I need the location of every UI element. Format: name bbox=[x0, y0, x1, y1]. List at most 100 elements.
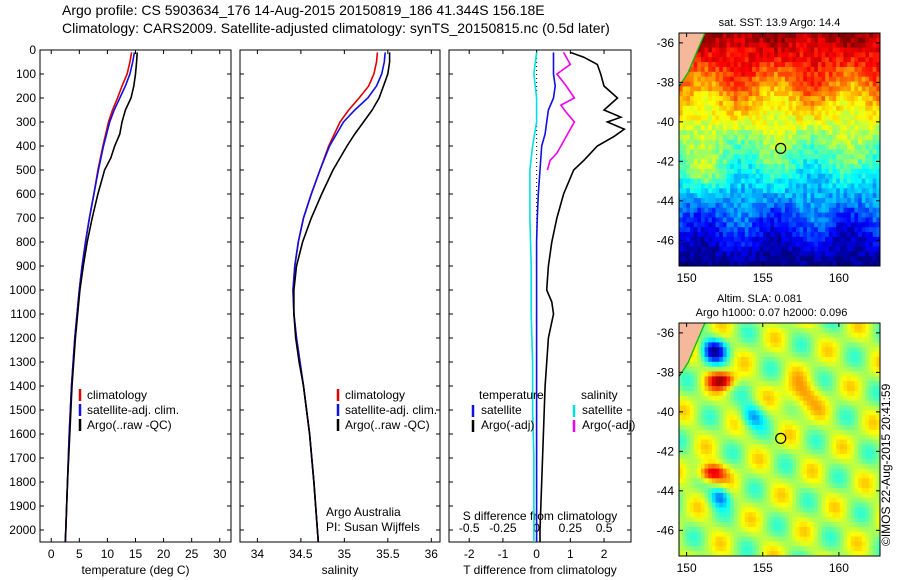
map-cell bbox=[843, 47, 848, 53]
map-cell bbox=[737, 91, 742, 97]
map-cell bbox=[704, 381, 709, 387]
map-cell bbox=[861, 42, 866, 48]
map-cell bbox=[686, 361, 691, 368]
map-cell bbox=[733, 352, 738, 358]
map-cell bbox=[817, 188, 822, 194]
x-tick-label: 25 bbox=[185, 547, 199, 561]
map-cell bbox=[682, 227, 687, 233]
map-cell bbox=[803, 337, 808, 343]
map-cell bbox=[682, 212, 687, 218]
map-cell bbox=[854, 371, 859, 377]
map-cell bbox=[839, 52, 844, 58]
map-cell bbox=[854, 42, 859, 48]
map-cell bbox=[715, 100, 720, 107]
map-cell bbox=[700, 327, 705, 334]
map-cell bbox=[679, 502, 684, 508]
map-cell bbox=[869, 390, 874, 397]
map-cell bbox=[872, 434, 877, 440]
map-cell bbox=[697, 134, 702, 141]
map-cell bbox=[799, 444, 804, 450]
map-cell bbox=[737, 76, 742, 82]
map-cell bbox=[847, 251, 852, 257]
map-cell bbox=[865, 458, 870, 465]
map-cell bbox=[861, 188, 866, 194]
map-cell bbox=[810, 371, 815, 377]
map-cell bbox=[726, 212, 731, 218]
map-cell bbox=[795, 381, 800, 387]
map-cell bbox=[730, 327, 735, 334]
map-cell bbox=[869, 47, 874, 53]
map-cell bbox=[792, 241, 797, 247]
map-cell bbox=[730, 42, 735, 48]
map-cell bbox=[759, 241, 764, 247]
map-cell bbox=[847, 100, 852, 107]
map-cell bbox=[719, 57, 724, 63]
map-cell bbox=[715, 193, 720, 199]
map-cell bbox=[810, 415, 815, 421]
map-cell bbox=[700, 159, 705, 165]
map-cell bbox=[719, 342, 724, 348]
map-cell bbox=[843, 463, 848, 470]
map-cell bbox=[784, 246, 790, 252]
map-cell bbox=[722, 164, 727, 170]
map-cell bbox=[763, 198, 768, 204]
map-cell bbox=[828, 246, 833, 252]
map-cell bbox=[755, 478, 760, 484]
map-cell bbox=[843, 395, 848, 402]
map-cell bbox=[777, 434, 782, 440]
map-cell bbox=[788, 439, 793, 445]
map-cell bbox=[770, 202, 775, 209]
map-cell bbox=[850, 342, 855, 348]
map-cell bbox=[817, 454, 822, 460]
map-cell bbox=[755, 217, 760, 223]
map-cell bbox=[741, 366, 746, 372]
map-cell bbox=[741, 256, 746, 262]
map-cell bbox=[777, 212, 782, 218]
map-cell bbox=[689, 497, 695, 503]
map-cell bbox=[814, 76, 819, 82]
map-cell bbox=[872, 125, 877, 131]
map-cell bbox=[697, 366, 702, 372]
map-cell bbox=[803, 42, 808, 48]
map-cell bbox=[715, 337, 720, 343]
map-cell bbox=[737, 361, 742, 368]
map-cell bbox=[832, 125, 837, 131]
map-cell bbox=[854, 134, 859, 141]
map-cell bbox=[781, 86, 786, 92]
map-cell bbox=[697, 492, 702, 499]
map-cell bbox=[795, 149, 800, 155]
map-cell bbox=[788, 217, 793, 223]
map-cell bbox=[817, 86, 822, 92]
map-cell bbox=[686, 212, 691, 218]
map-cell bbox=[828, 57, 833, 63]
map-cell bbox=[803, 332, 808, 338]
map-cell bbox=[799, 193, 804, 199]
map-cell bbox=[719, 164, 724, 170]
map-cell bbox=[825, 236, 830, 243]
series-line-argoadj bbox=[539, 51, 626, 542]
map-cell bbox=[843, 144, 848, 150]
map-cell bbox=[752, 183, 757, 189]
map-cell bbox=[744, 52, 749, 58]
map-cell bbox=[733, 327, 738, 334]
map-cell bbox=[784, 251, 790, 257]
map-cell bbox=[770, 332, 775, 338]
map-cell bbox=[777, 134, 782, 141]
map-cell bbox=[847, 91, 852, 97]
map-cell bbox=[792, 439, 797, 445]
map-cell bbox=[770, 125, 775, 131]
map-cell bbox=[847, 478, 852, 484]
map-cell bbox=[741, 86, 746, 92]
map-cell bbox=[795, 468, 800, 474]
map-cell bbox=[704, 429, 709, 436]
map-cell bbox=[682, 134, 687, 141]
map-cell bbox=[839, 424, 844, 431]
map-cell bbox=[766, 429, 771, 436]
map-cell bbox=[828, 232, 833, 238]
map-cell bbox=[686, 91, 691, 97]
map-cell bbox=[865, 434, 870, 440]
map-cell bbox=[784, 356, 790, 363]
map-cell bbox=[726, 105, 731, 112]
map-cell bbox=[752, 400, 757, 406]
map-cell bbox=[843, 164, 848, 170]
